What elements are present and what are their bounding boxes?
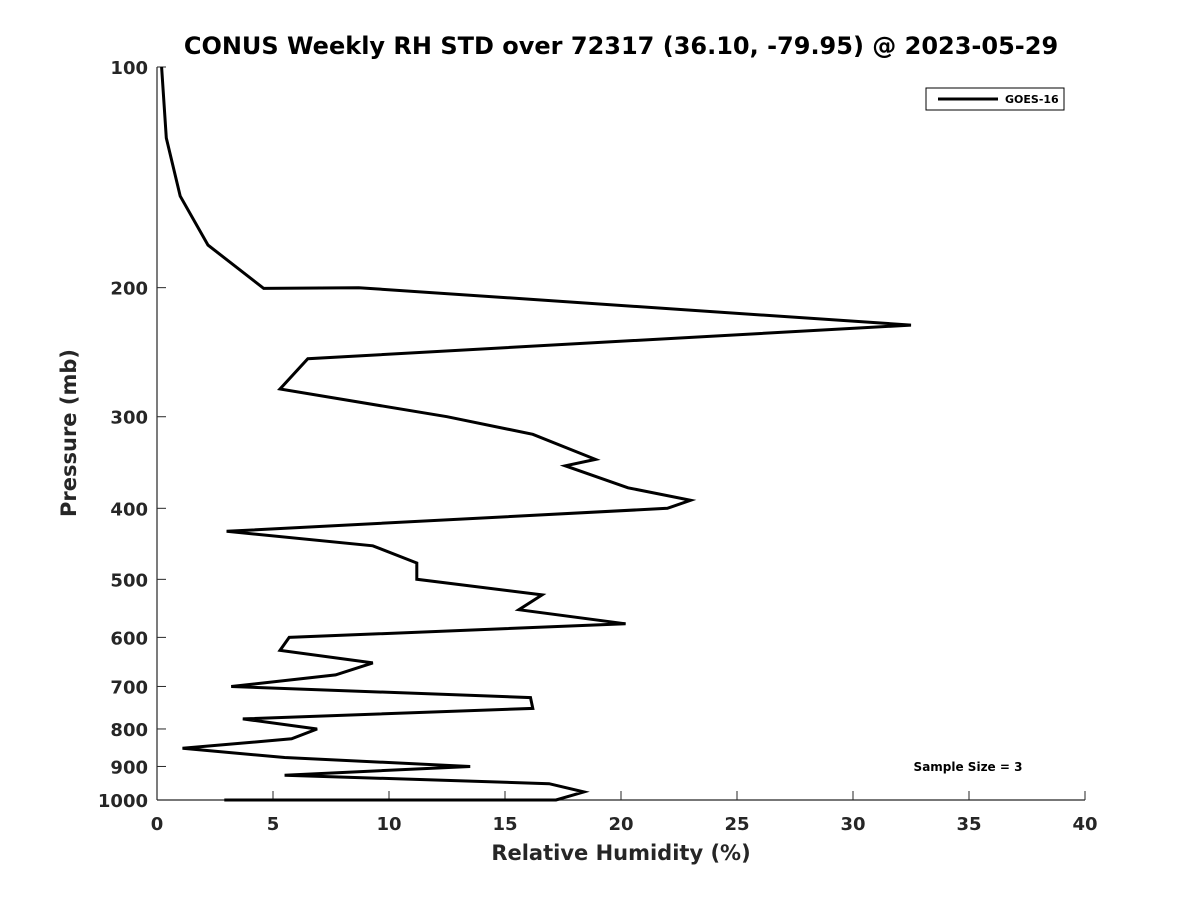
series-layer	[160, 66, 912, 802]
sample-size-annotation: Sample Size = 3	[914, 760, 1023, 774]
x-tick-label-20: 20	[608, 814, 633, 835]
legend-label-goes16: GOES-16	[1005, 93, 1059, 106]
y-tick-label-200: 200	[110, 279, 148, 300]
y-tick-label-400: 400	[110, 499, 148, 520]
series-line-1	[160, 66, 912, 802]
legend: GOES-16	[925, 87, 1065, 111]
y-tick-label-700: 700	[110, 677, 148, 698]
x-tick-label-10: 10	[376, 814, 401, 835]
y-tick-label-100: 100	[110, 58, 148, 79]
y-tick-label-800: 800	[110, 720, 148, 741]
y-tick-label-900: 900	[110, 757, 148, 778]
y-tick-label-600: 600	[110, 628, 148, 649]
y-tick-label-300: 300	[110, 408, 148, 429]
x-tick-label-25: 25	[724, 814, 749, 835]
x-tick-label-5: 5	[267, 814, 280, 835]
tick-marks	[156, 66, 1086, 801]
y-tick-label-1000: 1000	[98, 791, 148, 812]
x-tick-label-30: 30	[840, 814, 865, 835]
x-tick-label-35: 35	[956, 814, 981, 835]
x-axis-label: Relative Humidity (%)	[491, 841, 750, 865]
tick-labels: 0 5 10 15 20 25 30 35 40 100 200 300 400 500 600 700 800…	[98, 58, 1098, 835]
x-tick-label-40: 40	[1072, 814, 1097, 835]
y-axis-label: Pressure (mb)	[57, 349, 81, 517]
x-tick-label-15: 15	[492, 814, 517, 835]
chart-title: CONUS Weekly RH STD over 72317 (36.10, -…	[184, 32, 1058, 60]
x-tick-label-0: 0	[151, 814, 164, 835]
y-tick-label-500: 500	[110, 570, 148, 591]
